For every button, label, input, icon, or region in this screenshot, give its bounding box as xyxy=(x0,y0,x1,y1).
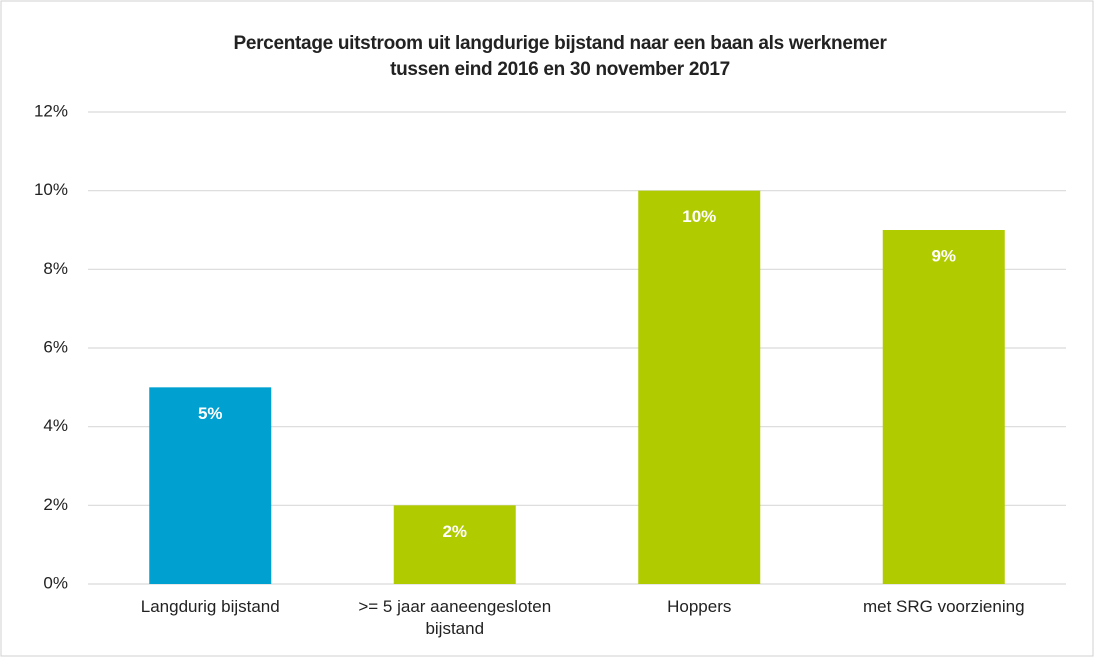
chart-title: tussen eind 2016 en 30 november 2017 xyxy=(390,59,730,80)
y-tick-label: 12% xyxy=(34,101,68,120)
chart-title: Percentage uitstroom uit langdurige bijs… xyxy=(233,33,887,54)
x-tick-label: Hoppers xyxy=(667,597,732,616)
y-tick-label: 4% xyxy=(43,416,68,435)
y-tick-label: 0% xyxy=(43,573,68,592)
bar xyxy=(393,505,516,584)
bar xyxy=(638,190,761,584)
value-label: 5% xyxy=(198,404,223,423)
y-tick-label: 2% xyxy=(43,495,68,514)
bar xyxy=(882,230,1005,584)
value-label: 9% xyxy=(931,246,956,265)
y-tick-label: 10% xyxy=(34,180,68,199)
x-tick-label: met SRG voorziening xyxy=(862,597,1025,616)
bar xyxy=(149,387,272,584)
y-tick-label: 8% xyxy=(43,259,68,278)
x-tick-label: Langdurig bijstand xyxy=(140,597,280,616)
value-label: 10% xyxy=(682,207,716,226)
value-label: 2% xyxy=(442,522,467,541)
y-tick-label: 6% xyxy=(43,337,68,356)
x-tick-label: >= 5 jaar aaneengesloten bijstand xyxy=(358,597,552,638)
